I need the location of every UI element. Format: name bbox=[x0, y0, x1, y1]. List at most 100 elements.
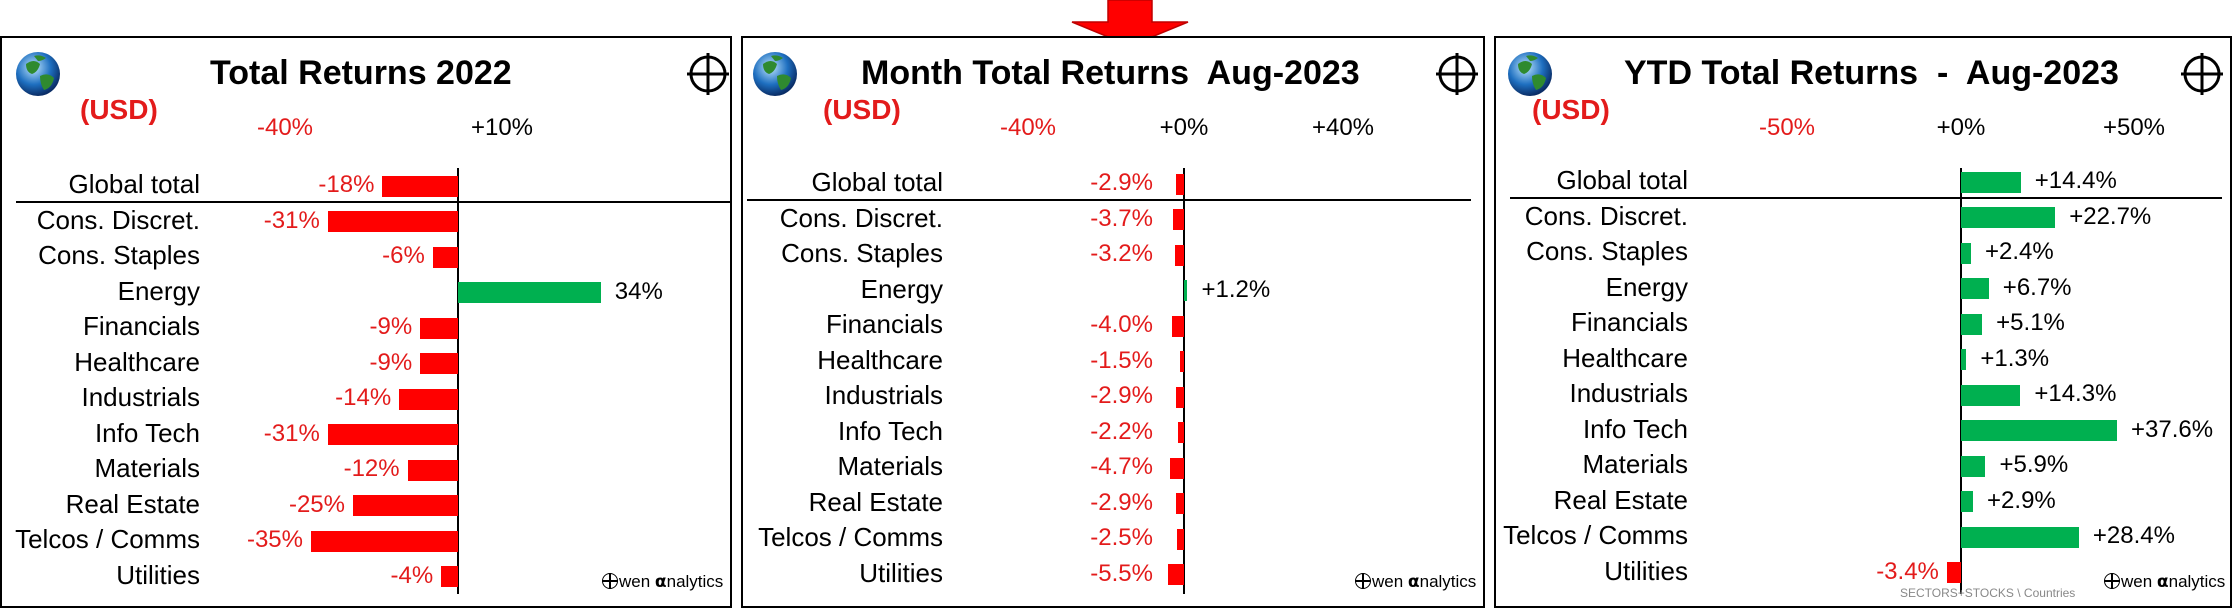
data-label: -2.2% bbox=[1090, 417, 1153, 445]
bar bbox=[1172, 315, 1184, 337]
globe-icon bbox=[1508, 52, 1552, 96]
chart-canvas bbox=[1508, 52, 2223, 594]
category-label: Real Estate bbox=[1553, 484, 1688, 515]
category-label: Healthcare bbox=[817, 344, 943, 375]
data-label: -2.5% bbox=[1090, 524, 1153, 551]
brand-logo: wen αnalytics bbox=[2104, 572, 2225, 592]
bar bbox=[353, 495, 458, 516]
bar bbox=[1946, 562, 1961, 583]
chart-title: YTD Total Returns - Aug-2023 bbox=[1624, 54, 2119, 92]
bar bbox=[458, 282, 601, 303]
chart-canvas bbox=[747, 52, 1478, 594]
currency-label: (USD) bbox=[1532, 94, 1610, 125]
category-label: Materials bbox=[837, 451, 943, 481]
data-label: -18% bbox=[318, 171, 375, 198]
category-label: Materials bbox=[94, 453, 200, 483]
category-label: Info Tech bbox=[837, 415, 943, 446]
bar bbox=[1174, 244, 1184, 266]
category-label: Energy bbox=[117, 275, 200, 306]
bar bbox=[1961, 313, 1983, 335]
bar bbox=[327, 424, 458, 445]
chart-panel-month-aug-2023: Month Total Returns Aug-2023 (USD) -40% +0%… bbox=[741, 36, 1485, 608]
data-label: +22.7% bbox=[2069, 202, 2152, 230]
axis-tick-label: +40% bbox=[1311, 114, 1375, 141]
currency-label: (USD) bbox=[80, 94, 158, 125]
category-label: Utilities bbox=[116, 559, 200, 590]
category-label: Global total bbox=[68, 169, 200, 199]
bar bbox=[1961, 349, 1967, 370]
bar bbox=[1961, 171, 2021, 193]
bar bbox=[1168, 564, 1184, 585]
data-label: -25% bbox=[288, 490, 345, 518]
axis-tick-label: -40% bbox=[256, 114, 314, 141]
bar bbox=[382, 175, 458, 197]
data-label: +37.6% bbox=[2131, 415, 2214, 443]
axis-tick-label: +50% bbox=[2102, 114, 2166, 141]
data-label: -12% bbox=[343, 455, 400, 482]
bar bbox=[311, 530, 458, 552]
category-label: Industrials bbox=[81, 382, 201, 412]
bar bbox=[420, 353, 458, 374]
brand-logo: wen αnalytics bbox=[602, 572, 723, 592]
chart-title: Month Total Returns Aug-2023 bbox=[861, 54, 1360, 92]
bar bbox=[1961, 420, 2118, 441]
category-label: Energy bbox=[860, 273, 943, 304]
bar bbox=[441, 566, 458, 587]
bar bbox=[1961, 207, 2056, 228]
category-label: Cons. Staples bbox=[38, 240, 200, 270]
bar bbox=[1176, 528, 1184, 550]
brand-name: wen αnalytics bbox=[1372, 572, 1477, 592]
category-label: Cons. Discret. bbox=[779, 202, 943, 233]
brand-circle-icon bbox=[2104, 573, 2120, 589]
bar bbox=[399, 388, 458, 410]
data-label: +1.2% bbox=[1201, 275, 1271, 303]
category-label: Cons. Discret. bbox=[1524, 200, 1688, 231]
category-label: Healthcare bbox=[74, 346, 200, 377]
axis-tick-label: +0% bbox=[1936, 114, 1986, 141]
bar bbox=[420, 317, 458, 339]
data-label: -3.4% bbox=[1876, 557, 1939, 585]
globe-icon bbox=[16, 52, 60, 96]
bar bbox=[1170, 457, 1184, 479]
brand-circle-icon bbox=[602, 573, 618, 589]
data-label: +2.4% bbox=[1984, 238, 2054, 265]
category-label: Telcos / Comms bbox=[758, 522, 943, 552]
data-label: -3.2% bbox=[1090, 240, 1153, 267]
bar bbox=[327, 211, 458, 232]
data-label: -2.9% bbox=[1090, 169, 1153, 196]
data-label: -9% bbox=[369, 313, 413, 340]
category-label: Info Tech bbox=[94, 417, 200, 448]
data-label: -14% bbox=[335, 384, 392, 411]
data-label: -35% bbox=[246, 526, 303, 553]
chart-panel-ytd-aug-2023: YTD Total Returns - Aug-2023 (USD) -50% +0%… bbox=[1494, 36, 2232, 608]
globe-icon bbox=[753, 52, 797, 96]
crosshair-icon bbox=[2181, 53, 2223, 95]
bar bbox=[1961, 455, 1986, 477]
data-label: -3.7% bbox=[1090, 204, 1153, 232]
category-label: Telcos / Comms bbox=[1503, 520, 1688, 550]
brand-circle-icon bbox=[1355, 573, 1371, 589]
chart-panel-2022: Total Returns 2022 (USD) -40% +10% Global to… bbox=[0, 36, 732, 608]
category-label: Energy bbox=[1605, 271, 1688, 302]
bar bbox=[1175, 386, 1184, 408]
data-label: -1.5% bbox=[1090, 346, 1153, 374]
data-label: +5.1% bbox=[1996, 309, 2065, 336]
chart-title: Total Returns 2022 bbox=[210, 54, 512, 92]
data-label: -2.9% bbox=[1090, 488, 1153, 516]
category-label: Global total bbox=[1556, 165, 1688, 195]
crosshair-icon bbox=[1436, 53, 1478, 95]
data-label: -6% bbox=[382, 242, 425, 269]
data-label: -2.9% bbox=[1090, 382, 1153, 409]
bar bbox=[1961, 491, 1974, 512]
category-label: Utilities bbox=[859, 557, 943, 588]
axis-tick-label: -40% bbox=[999, 114, 1057, 141]
data-label: +28.4% bbox=[2092, 522, 2175, 549]
bar bbox=[1961, 278, 1989, 299]
axis-tick-label: +10% bbox=[470, 114, 534, 141]
footnote: SECTORS+STOCKS \ Countries bbox=[1900, 586, 2076, 600]
crosshair-icon bbox=[687, 53, 729, 95]
category-label: Financials bbox=[1570, 307, 1688, 337]
data-label: +5.9% bbox=[1999, 451, 2069, 478]
axis-tick-label: -50% bbox=[1758, 114, 1816, 141]
category-label: Industrials bbox=[1569, 378, 1689, 408]
